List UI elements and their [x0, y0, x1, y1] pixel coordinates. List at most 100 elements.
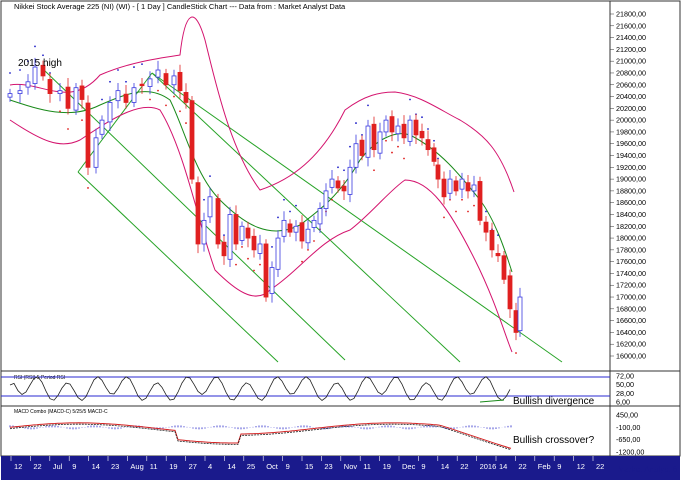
sar-dot	[343, 169, 345, 172]
sar-dot	[307, 248, 309, 251]
date-label: 9	[286, 462, 290, 471]
candle-body	[395, 125, 401, 135]
candle-body	[275, 237, 281, 270]
rsi-tick-label: 72,00	[616, 372, 634, 381]
candle-body	[447, 178, 453, 194]
upper-band	[9, 16, 515, 193]
candle-body	[215, 198, 221, 245]
candle-body	[40, 64, 46, 77]
sar-dot	[331, 198, 333, 201]
sar-dot	[497, 234, 499, 237]
sar-dot	[437, 157, 439, 160]
candle-body	[239, 225, 245, 241]
date-label: 22	[518, 462, 526, 471]
date-label: 2016	[480, 462, 497, 471]
candle-body	[139, 83, 145, 87]
channel-lower-left	[77, 171, 279, 363]
date-label: 11	[363, 462, 371, 471]
price-tick-label: 17600,00	[616, 257, 646, 266]
date-label: 14	[441, 462, 449, 471]
candle-body	[73, 87, 79, 111]
sar-dot	[455, 210, 457, 213]
candle-body	[245, 227, 251, 239]
descending-channel	[43, 69, 563, 363]
date-label: 4	[208, 462, 212, 471]
macd-line	[9, 422, 512, 449]
candle-body	[177, 71, 183, 92]
candle-body	[371, 123, 377, 151]
candle-body	[341, 185, 347, 192]
candle-body	[201, 219, 207, 245]
price-tick-label: 17800,00	[616, 245, 646, 254]
candlesticks	[7, 57, 523, 341]
price-tick-label: 16600,00	[616, 316, 646, 325]
price-tick-label: 21600,00	[616, 21, 646, 30]
sar-dot	[259, 263, 261, 266]
rsi-axis	[609, 370, 681, 407]
price-tick-label: 20600,00	[616, 80, 646, 89]
sar-dot	[241, 246, 243, 248]
candle-body	[431, 147, 437, 162]
macd-signal	[9, 423, 512, 451]
candle-body	[359, 139, 365, 156]
rsi-title: RSI (RSI) 5 Period RSI	[14, 375, 65, 381]
candle-body	[419, 130, 425, 139]
candle-body	[93, 137, 99, 168]
candle-body	[329, 178, 335, 188]
date-label: Oct	[266, 462, 279, 471]
candle-body	[65, 86, 71, 109]
date-label: 15	[305, 462, 313, 471]
candle-body	[435, 164, 441, 180]
sar-dot	[361, 133, 363, 136]
sar-dot	[461, 198, 463, 201]
candle-body	[483, 221, 489, 233]
sar-dot	[403, 157, 405, 160]
date-label: Aug	[130, 462, 143, 471]
date-label: 22	[596, 462, 604, 471]
price-tick-label: 21800,00	[616, 10, 646, 19]
candle-body	[413, 119, 419, 136]
price-tick-label: 17200,00	[616, 281, 646, 290]
date-label: 14	[499, 462, 507, 471]
candle-body	[507, 275, 513, 310]
candle-body	[221, 241, 227, 257]
sar-dot	[427, 128, 429, 130]
date-label: 11	[150, 462, 158, 471]
price-tick-label: 20200,00	[616, 104, 646, 113]
price-tick-label: 20400,00	[616, 92, 646, 101]
sar-dot	[141, 63, 143, 66]
sar-dot	[81, 119, 83, 122]
candle-body	[347, 166, 353, 195]
price-tick-label: 18600,00	[616, 198, 646, 207]
price-tick-label: 20000,00	[616, 116, 646, 125]
sar-dot	[235, 263, 237, 266]
sar-dot	[165, 104, 167, 107]
candle-body	[207, 196, 213, 218]
candle-body	[123, 93, 129, 103]
sar-dot	[223, 234, 225, 237]
price-tick-label: 19200,00	[616, 163, 646, 172]
candle-body	[195, 182, 201, 245]
sar-dot	[409, 98, 411, 101]
channel-middle	[151, 72, 461, 363]
date-label: Dec	[402, 462, 416, 471]
date-label: Jul	[53, 462, 63, 471]
candle-body	[115, 90, 121, 102]
sar-dot	[283, 198, 285, 201]
candle-body	[459, 178, 465, 190]
sar-dot	[367, 104, 369, 107]
sar-dot	[87, 187, 89, 189]
price-tick-label: 19400,00	[616, 151, 646, 160]
macd-tick-label: -100,00	[616, 423, 640, 432]
candle-body	[495, 252, 501, 257]
price-tick-label: 18400,00	[616, 210, 646, 219]
sar-dot	[373, 169, 375, 172]
candle-body	[477, 181, 483, 221]
sar-dot	[253, 269, 255, 272]
date-label: 12	[577, 462, 585, 471]
sar-dot	[19, 69, 21, 71]
sar-dot	[125, 80, 127, 83]
price-tick-label: 16400,00	[616, 328, 646, 337]
macd-axis	[609, 405, 681, 457]
candle-body	[47, 79, 53, 95]
